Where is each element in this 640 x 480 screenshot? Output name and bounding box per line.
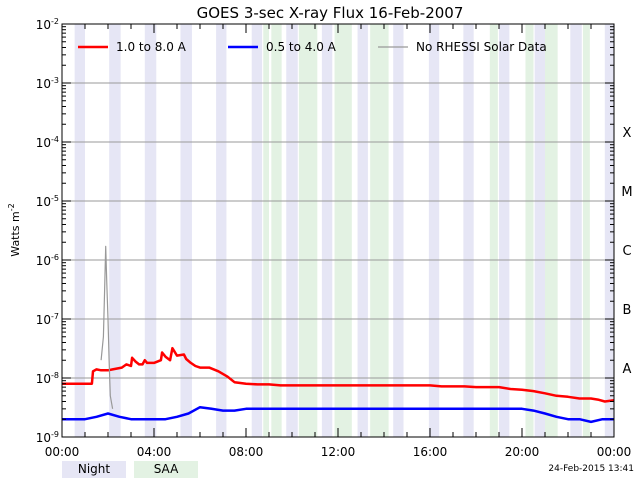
night-band (180, 24, 192, 437)
series-line (100, 245, 114, 409)
legend-label: 1.0 to 8.0 A (116, 40, 187, 54)
x-tick-label: 16:00 (413, 445, 448, 459)
saa-band (298, 24, 318, 437)
night-band (74, 24, 85, 437)
y-tick-label: 10-5 (36, 194, 59, 209)
night-band (286, 24, 298, 437)
y-tick-label: 10-4 (36, 135, 59, 150)
saa-band (263, 24, 269, 437)
night-band (428, 24, 440, 437)
generation-timestamp: 24-Feb-2015 13:41 (548, 464, 634, 474)
axes: 10-9 10-8 10-7 10-6 10-5 10-4 10-3 10-2 00:00 04:… (36, 17, 633, 459)
flare-class-label: B (623, 303, 632, 318)
night-band (534, 24, 545, 437)
legend: 1.0 to 8.0 A 0.5 to 4.0 A No RHESSI Solar … (78, 40, 547, 54)
saa-band (525, 24, 534, 437)
chart-title: GOES 3-sec X-ray Flux 16-Feb-2007 (197, 4, 464, 22)
x-tick-label: 00:00 (597, 445, 632, 459)
night-key-label: Night (77, 462, 111, 476)
flare-class-label: X (623, 126, 632, 141)
data-series (62, 245, 615, 424)
night-key-swatch (62, 461, 126, 478)
saa-key-swatch (134, 461, 198, 478)
x-tick-label: 04:00 (137, 445, 172, 459)
grid-lines (62, 82, 614, 379)
flare-class-label: A (623, 362, 632, 377)
saa-band (370, 24, 389, 437)
flare-class-label: M (621, 185, 632, 200)
saa-band (489, 24, 498, 437)
legend-label: 0.5 to 4.0 A (266, 40, 337, 54)
night-band (570, 24, 582, 437)
series-line (62, 346, 615, 403)
night-band (251, 24, 263, 437)
background-bands (62, 24, 614, 478)
y-tick-label: 10-9 (36, 430, 59, 445)
night-key: Night (62, 461, 126, 478)
y-tick-label: 10-6 (36, 253, 59, 268)
night-band (499, 24, 510, 437)
series-line (62, 405, 614, 424)
x-tick-label: 12:00 (321, 445, 356, 459)
saa-key: SAA (134, 461, 198, 478)
y-tick-label: 10-7 (36, 312, 59, 327)
night-band (216, 24, 227, 437)
night-band (109, 24, 121, 437)
y-tick-label: 10-8 (36, 371, 59, 386)
saa-band (334, 24, 352, 437)
night-band (321, 24, 333, 437)
legend-label: No RHESSI Solar Data (416, 40, 547, 54)
night-band (144, 24, 157, 437)
x-tick-label: 08:00 (229, 445, 264, 459)
x-tick-label: 00:00 (45, 445, 80, 459)
saa-band (582, 24, 590, 437)
y-tick-label: 10-2 (36, 17, 59, 32)
night-band (604, 24, 614, 437)
x-tick-label: 20:00 (505, 445, 540, 459)
saa-band (545, 24, 558, 437)
night-band (357, 24, 368, 437)
night-band (463, 24, 474, 437)
y-tick-label: 10-3 (36, 76, 59, 91)
saa-band (271, 24, 282, 437)
flare-class-label: C (622, 244, 631, 259)
saa-key-label: SAA (153, 462, 179, 476)
y-axis-label: Watts m-2 (7, 203, 22, 256)
night-band (393, 24, 404, 437)
